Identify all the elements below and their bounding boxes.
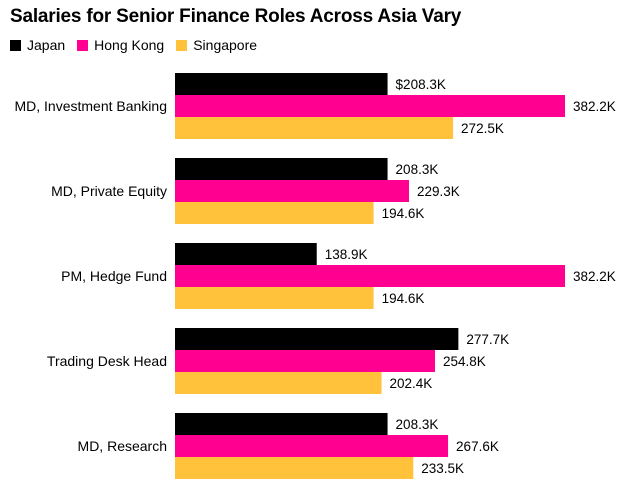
data-label-japan-trading-desk-head: 277.7K [466,332,509,347]
legend-swatch-hong-kong [77,39,89,51]
bar-hong-kong-md-research [175,435,449,457]
bar-japan-md-research [175,413,388,435]
data-label-singapore-pm-hedge-fund: 194.6K [382,291,425,306]
data-label-hong-kong-md-investment-banking: 382.2K [573,99,616,114]
legend-swatch-japan [10,39,21,51]
data-label-japan-md-research: 208.3K [396,417,439,432]
data-label-hong-kong-pm-hedge-fund: 382.2K [573,269,616,284]
data-label-hong-kong-trading-desk-head: 254.8K [443,354,486,369]
data-label-japan-md-private-equity: 208.3K [396,162,439,177]
legend-item-japan: Japan [10,37,65,53]
bar-japan-trading-desk-head [175,328,459,350]
bar-hong-kong-md-investment-banking [175,95,565,117]
category-label-pm-hedge-fund: PM, Hedge Fund [61,268,167,284]
bar-singapore-md-private-equity [175,202,374,224]
data-label-singapore-trading-desk-head: 202.4K [390,376,433,391]
bar-hong-kong-pm-hedge-fund [175,265,565,287]
bar-hong-kong-md-private-equity [175,180,409,202]
legend-item-hong-kong: Hong Kong [77,37,164,53]
bar-japan-md-private-equity [175,158,388,180]
bar-hong-kong-trading-desk-head [175,350,435,372]
bar-singapore-trading-desk-head [175,372,382,394]
category-label-md-research: MD, Research [78,438,167,454]
bar-singapore-md-research [175,457,414,479]
legend-label-japan: Japan [27,37,66,53]
category-label-md-private-equity: MD, Private Equity [51,183,167,199]
bar-singapore-pm-hedge-fund [175,287,374,309]
data-label-hong-kong-md-private-equity: 229.3K [417,184,460,199]
data-label-japan-md-investment-banking: $208.3K [396,77,446,92]
data-label-singapore-md-private-equity: 194.6K [382,206,425,221]
legend-swatch-singapore [176,39,188,51]
legend-label-singapore: Singapore [193,37,258,53]
data-label-singapore-md-investment-banking: 272.5K [461,121,504,136]
chart-title: Salaries for Senior Finance Roles Across… [10,6,462,27]
data-label-singapore-md-research: 233.5K [421,461,464,476]
category-label-trading-desk-head: Trading Desk Head [47,353,167,369]
chart-legend: Japan Hong Kong Singapore [10,37,269,53]
bar-japan-md-investment-banking [175,73,388,95]
legend-item-singapore: Singapore [176,37,257,53]
data-label-hong-kong-md-research: 267.6K [456,439,499,454]
data-label-japan-pm-hedge-fund: 138.9K [325,247,368,262]
category-label-md-investment-banking: MD, Investment Banking [14,98,167,114]
legend-label-hong-kong: Hong Kong [94,37,165,53]
bar-japan-pm-hedge-fund [175,243,317,265]
bar-singapore-md-investment-banking [175,117,454,139]
